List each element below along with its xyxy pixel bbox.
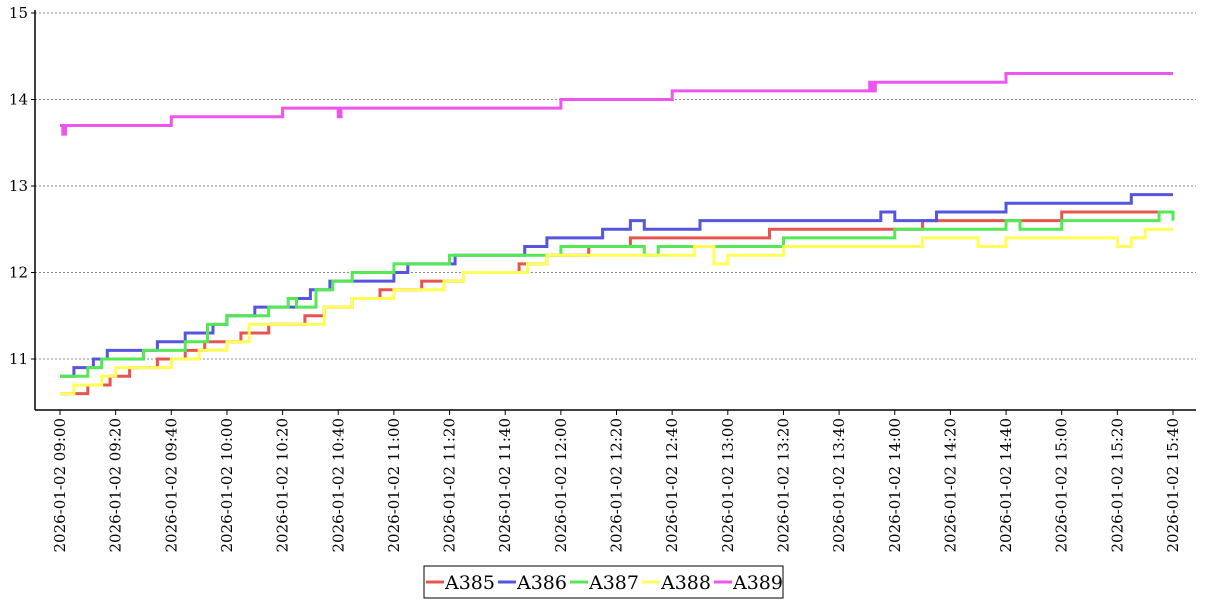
x-tick-label: 2026-01-02 13:40: [830, 418, 848, 552]
y-tick-labels: 11 12 13 14 15: [9, 4, 35, 368]
x-tick-label: 2026-01-02 09:20: [107, 418, 125, 552]
y-tick-label: 13: [9, 177, 28, 195]
x-tick-label: 2026-01-02 14:00: [886, 418, 904, 552]
legend: A385 A386 A387 A388 A389: [423, 565, 784, 599]
x-tick-label: 2026-01-02 13:00: [719, 418, 737, 552]
legend-label: A388: [660, 572, 711, 594]
y-tick-label: 11: [9, 350, 28, 368]
series-line-a386: [60, 193, 1173, 378]
legend-label: A387: [588, 572, 639, 594]
x-tick-label: 2026-01-02 12:40: [663, 418, 681, 552]
x-tick-label: 2026-01-02 11:40: [496, 418, 514, 552]
series-line-a389: [60, 72, 1173, 136]
x-tick-label: 2026-01-02 09:00: [51, 418, 69, 552]
axes: [34, 10, 1196, 411]
series-lines: [60, 72, 1175, 396]
x-tick-labels: 2026-01-02 09:00 2026-01-02 09:20 2026-01-…: [51, 410, 1182, 552]
y-tick-label: 15: [9, 4, 28, 22]
x-tick-label: 2026-01-02 11:00: [385, 418, 403, 552]
x-tick-label: 2026-01-02 15:20: [1108, 418, 1126, 552]
x-tick-label: 2026-01-02 10:00: [218, 418, 236, 552]
x-tick-label: 2026-01-02 14:40: [997, 418, 1015, 552]
legend-label: A386: [516, 572, 567, 594]
x-tick-label: 2026-01-02 10:20: [274, 418, 292, 552]
series-line-a388: [60, 227, 1173, 396]
x-tick-label: 2026-01-02 15:40: [1164, 418, 1182, 552]
x-tick-label: 2026-01-02 12:00: [552, 418, 570, 552]
x-tick-label: 2026-01-02 09:40: [162, 418, 180, 552]
legend-label: A385: [444, 572, 495, 594]
x-tick-label: 2026-01-02 15:00: [1053, 418, 1071, 552]
legend-label: A389: [732, 572, 783, 594]
grid-lines: [35, 12, 1196, 360]
x-tick-label: 2026-01-02 10:40: [329, 418, 347, 552]
y-tick-label: 12: [9, 264, 28, 282]
series-line-a387: [60, 210, 1175, 378]
x-tick-label: 2026-01-02 13:20: [774, 418, 792, 552]
x-tick-label: 2026-01-02 14:20: [941, 418, 959, 552]
x-tick-label: 2026-01-02 12:20: [608, 418, 626, 552]
x-tick-label: 2026-01-02 11:20: [441, 418, 459, 552]
y-tick-label: 14: [9, 91, 28, 109]
